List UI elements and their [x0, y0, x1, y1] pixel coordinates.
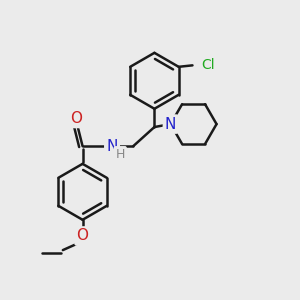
Text: N: N [106, 139, 118, 154]
Text: Cl: Cl [201, 58, 215, 72]
Text: N: N [165, 117, 176, 132]
Text: O: O [70, 111, 82, 126]
Text: H: H [116, 148, 125, 161]
Text: O: O [76, 229, 88, 244]
